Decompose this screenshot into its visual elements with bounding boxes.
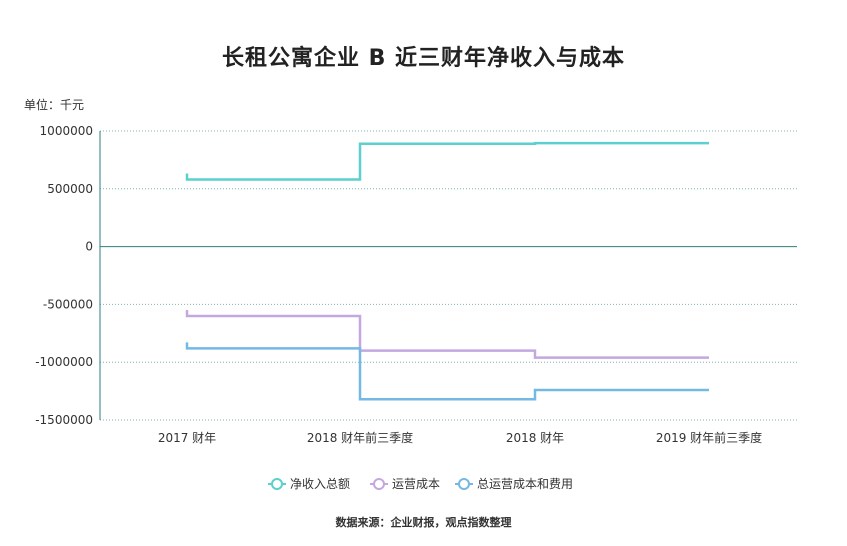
legend-label: 净收入总额: [290, 477, 350, 491]
unit-label: 单位：千元: [24, 98, 85, 112]
series-line-2: [185, 309, 709, 359]
data-source-note: 数据来源：企业财报，观点指数整理: [335, 516, 512, 529]
y-tick-label: 0: [85, 240, 93, 254]
legend-label: 运营成本: [392, 477, 440, 491]
series-line-1: [185, 141, 709, 181]
y-tick-label: -1000000: [35, 355, 93, 369]
x-tick-label: 2018 财年: [506, 431, 564, 445]
chart-title: 长租公寓企业 B 近三财年净收入与成本: [221, 46, 626, 71]
x-tick-label: 2017 财年: [158, 431, 216, 445]
legend-item-3: 总运营成本和费用: [455, 477, 573, 491]
y-tick-label: -1500000: [35, 413, 93, 427]
legend-swatch-marker: [458, 478, 470, 490]
legend: 净收入总额 运营成本 总运营成本和费用: [268, 477, 573, 491]
axis-layer: 1000000 500000 0 -500000 -1000000 -1500000 201…: [35, 124, 762, 445]
legend-swatch-marker: [373, 478, 385, 490]
series-line-3: [185, 342, 709, 401]
grid-layer: [100, 130, 797, 421]
legend-item-1: 净收入总额: [268, 477, 350, 491]
x-tick-label: 2018 财年前三季度: [307, 430, 413, 445]
x-tick-label: 2019 财年前三季度: [656, 430, 762, 445]
legend-swatch-marker: [271, 478, 283, 490]
legend-label: 总运营成本和费用: [477, 477, 573, 491]
legend-item-2: 运营成本: [370, 477, 440, 491]
y-tick-label: -500000: [43, 297, 93, 311]
y-tick-label: 500000: [47, 182, 93, 196]
y-tick-label: 1000000: [40, 124, 93, 138]
series-layer: [185, 141, 709, 401]
